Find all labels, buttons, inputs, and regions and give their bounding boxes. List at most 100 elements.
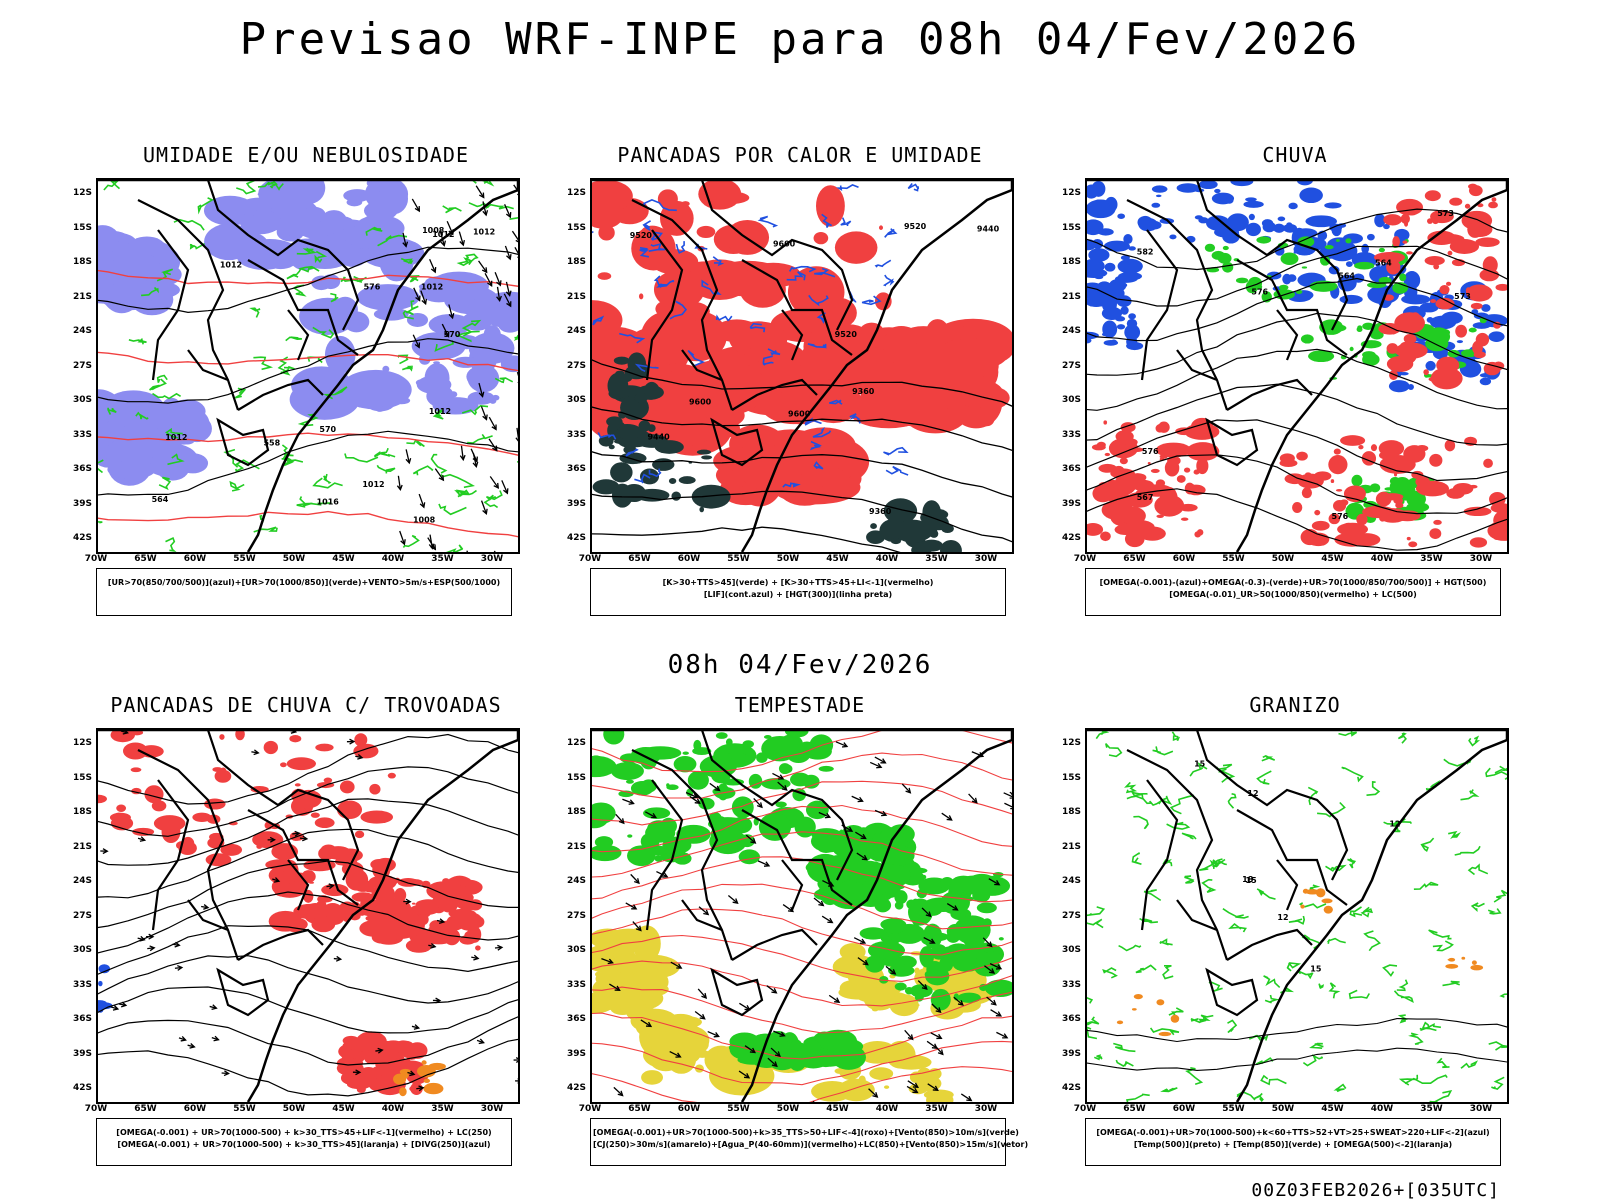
lon-tick-label: 45W (823, 1104, 853, 1114)
instability-darkgreen-area (671, 491, 680, 500)
panel-title: GRANIZO (1045, 693, 1545, 717)
lat-tick-label: 30S (62, 395, 92, 405)
rain-blue-area (1346, 261, 1353, 267)
temp850-green-contour (1328, 939, 1345, 944)
rain-green-area (1256, 236, 1271, 243)
wind850-green-area (683, 751, 689, 754)
rain-red-area (1371, 444, 1377, 451)
humidity-blue-area (307, 196, 314, 204)
lat-tick-label: 30S (556, 945, 586, 955)
instability-darkgreen-area (614, 357, 630, 365)
wind850-green-area (716, 732, 728, 739)
wind850-green-area (912, 915, 923, 926)
lon-tick-label: 55W (724, 554, 754, 564)
rain-blue-area (1324, 202, 1341, 208)
wind-vector (783, 905, 793, 912)
lifted-index-blue-contour (841, 218, 851, 226)
humidity-blue-area (376, 406, 385, 412)
rain-red-area (1105, 453, 1110, 456)
panel-title: CHUVA (1045, 143, 1545, 167)
instability-darkgreen-area (870, 523, 877, 529)
humidity-green-contour (402, 366, 412, 370)
temp850-green-contour (1262, 756, 1275, 761)
lon-tick-label: 50W (279, 1104, 309, 1114)
humidity-green-contour (432, 455, 446, 473)
rain-blue-area (1249, 214, 1255, 220)
wind850-green-area (874, 898, 891, 912)
humidity-blue-area (407, 313, 428, 327)
wind-vector (459, 232, 464, 245)
thunder-red-area (311, 917, 335, 933)
rain-blue-area (1128, 246, 1136, 250)
wind850-green-area (693, 740, 701, 751)
wind850-green-area (759, 813, 791, 841)
rain-red-area (1184, 468, 1190, 473)
lat-tick-label: 36S (1051, 1014, 1081, 1024)
jet-yellow-area (610, 955, 660, 972)
contour-label: 15 (1194, 760, 1206, 769)
rain-red-area (1179, 504, 1198, 512)
lat-tick-label: 42S (556, 533, 586, 543)
wind-vector (836, 742, 847, 747)
rain-green-area (1362, 351, 1376, 358)
wind850-green-area (644, 845, 669, 855)
lat-tick-label: 36S (62, 464, 92, 474)
temp850-green-contour (1362, 907, 1372, 916)
thunder-red-area (131, 767, 142, 772)
rain-red-area (1120, 457, 1128, 464)
thunder-orange-area (400, 1069, 411, 1075)
contour-label: 573 (1437, 209, 1454, 218)
temp850-green-contour (1430, 1091, 1451, 1102)
humidity-blue-area (457, 286, 482, 301)
panel-title: PANCADAS POR CALOR E UMIDADE (550, 143, 1050, 167)
wind850-green-area (874, 847, 886, 852)
rain-red-area (1475, 237, 1499, 247)
thunder-red-area (235, 730, 245, 740)
panel-title: UMIDADE E/OU NEBULOSIDADE (56, 143, 556, 167)
temp850-green-contour (1163, 966, 1173, 979)
rain-blue-area (1102, 320, 1117, 337)
temp850-green-contour (1438, 1058, 1449, 1067)
humidity-blue-area (290, 218, 311, 236)
temp850-green-contour (1171, 795, 1194, 813)
wind-vector (400, 531, 405, 544)
streamline-arrow (138, 837, 145, 842)
contour-label: 1012 (421, 283, 443, 292)
thunder-orange-area (399, 1087, 407, 1096)
streamline-arrow (172, 942, 179, 947)
omega-orange-area (1171, 1015, 1179, 1023)
temp850-green-contour (1429, 930, 1452, 939)
rain-red-area (1448, 251, 1453, 256)
lat-tick-label: 24S (1051, 326, 1081, 336)
rain-red-area (1470, 537, 1487, 547)
omega-orange-area (1447, 959, 1453, 961)
legend-line: [OMEGA(-0.001)-(azul)+OMEGA(-0.3)-(verde… (1088, 577, 1498, 589)
humidity-blue-area (107, 450, 145, 462)
thunder-red-area (110, 813, 131, 823)
wind-vector (927, 1041, 937, 1048)
temp850-green-contour (1087, 919, 1103, 927)
omega-orange-area (1132, 1008, 1137, 1010)
instability-red-area (800, 345, 834, 372)
lon-tick-label: 35W (1417, 1104, 1447, 1114)
temp850-green-contour (1422, 838, 1434, 851)
temp850-green-contour (1230, 924, 1245, 932)
thunder-red-area (372, 931, 392, 943)
rain-red-area (1118, 510, 1123, 517)
rain-red-area (1469, 185, 1483, 196)
legend-box: [OMEGA(-0.001)-(azul)+OMEGA(-0.3)-(verde… (1085, 568, 1501, 616)
temp850-green-contour (1336, 1085, 1346, 1092)
rain-red-area (1103, 420, 1107, 424)
weather-map (96, 728, 520, 1104)
rain-blue-area (1110, 340, 1117, 345)
rain-red-area (1488, 202, 1498, 209)
contour-label: 570 (319, 425, 336, 434)
jet-yellow-area (598, 935, 622, 944)
lon-tick-label: 70W (81, 1104, 111, 1114)
lat-tick-label: 33S (556, 980, 586, 990)
lon-tick-label: 70W (1070, 554, 1100, 564)
lat-tick-label: 27S (1051, 911, 1081, 921)
temp850-green-contour (1384, 965, 1398, 976)
temp850-green-contour (1094, 1055, 1102, 1059)
